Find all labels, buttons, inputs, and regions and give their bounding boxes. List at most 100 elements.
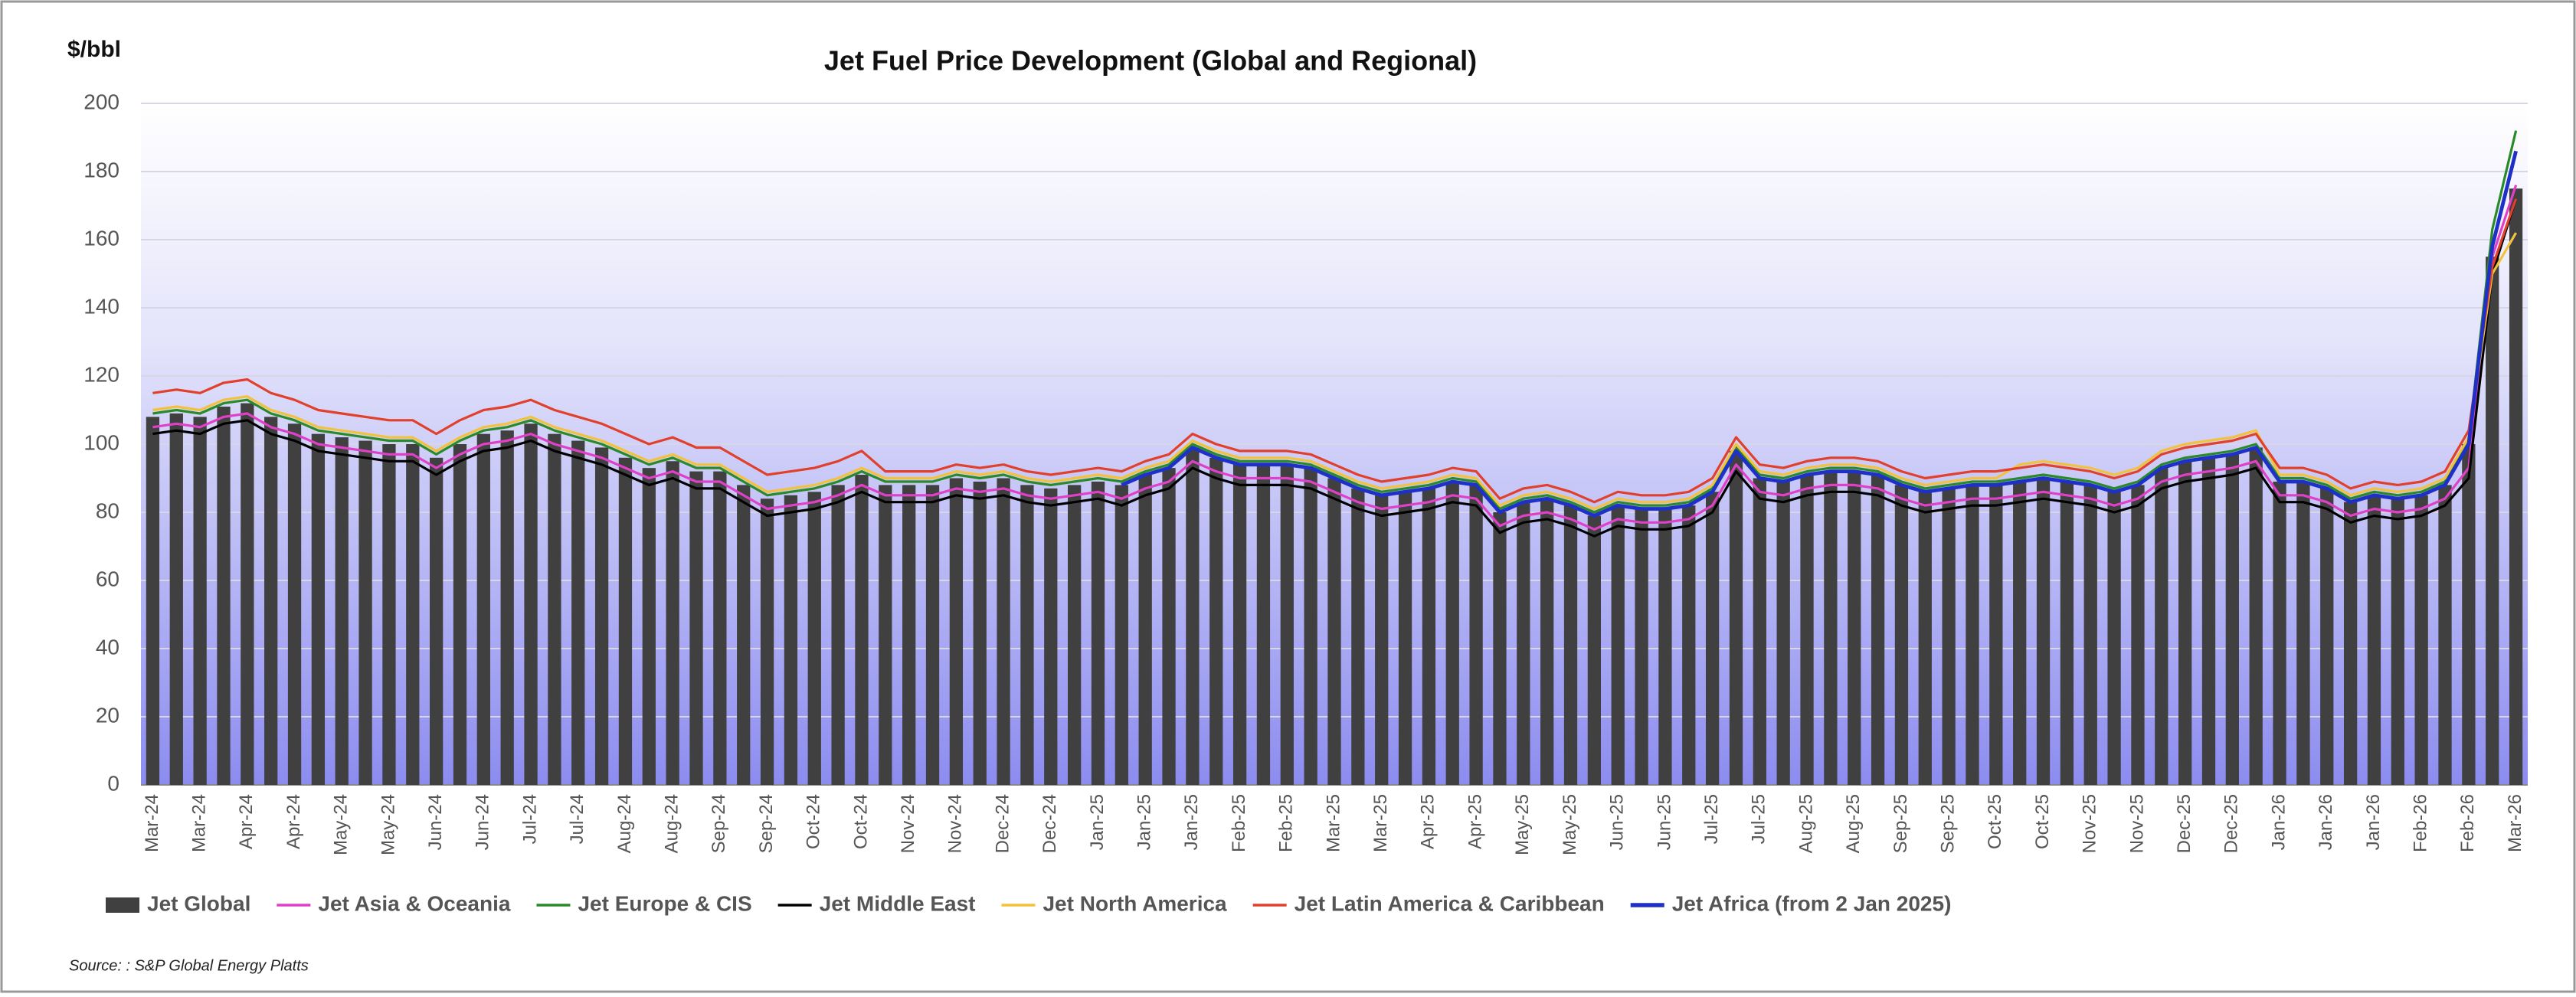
bar — [689, 471, 703, 785]
x-tick-label: Jan-25 — [1134, 794, 1155, 850]
bar — [406, 444, 420, 785]
x-tick-label: Jun-25 — [1607, 794, 1628, 850]
x-tick-label: Jun-25 — [1654, 794, 1674, 850]
y-tick-label: 20 — [96, 703, 119, 727]
bar — [2249, 447, 2263, 785]
bar — [1824, 471, 1838, 785]
y-tick-label: 60 — [96, 567, 119, 590]
series-line — [152, 232, 2517, 511]
bar — [2060, 481, 2074, 785]
chart-title: Jet Fuel Price Development (Global and R… — [824, 45, 1477, 77]
bar — [146, 417, 160, 785]
y-tick-label: 100 — [83, 430, 119, 454]
legend-item: Jet North America — [1001, 891, 1227, 915]
legend-label: Jet Africa (from 2 Jan 2025) — [1672, 891, 1952, 915]
bar — [1776, 481, 1790, 785]
bar — [1186, 447, 1200, 785]
x-tick-label: Jul-25 — [1749, 794, 1769, 844]
bar — [217, 407, 231, 785]
bar — [335, 437, 349, 785]
bar — [2273, 481, 2286, 785]
bar — [358, 440, 372, 785]
bar — [807, 492, 821, 785]
bar — [760, 498, 774, 785]
bar — [1635, 508, 1648, 785]
series-line — [152, 185, 2518, 531]
bar — [311, 433, 326, 785]
source-note: Source: : S&P Global Energy Platts — [69, 957, 309, 974]
bar — [2296, 481, 2310, 785]
bar — [2083, 485, 2097, 785]
bar — [382, 444, 396, 785]
bar — [902, 485, 916, 785]
bar — [2320, 488, 2334, 785]
x-tick-label: Jul-24 — [567, 794, 588, 844]
x-tick-label: May-25 — [1560, 794, 1580, 855]
bar — [737, 485, 751, 785]
x-tick-label: Dec-25 — [2221, 794, 2242, 853]
bar — [973, 481, 987, 785]
bar — [453, 444, 467, 785]
bar — [1966, 485, 1979, 785]
x-tick-label: Sep-24 — [756, 794, 777, 853]
x-tick-label: Sep-25 — [1890, 794, 1911, 853]
series-line — [152, 198, 2518, 504]
x-tick-label: Aug-24 — [614, 794, 635, 853]
bar — [1469, 485, 1483, 785]
legend-item: Jet Africa (from 2 Jan 2025) — [1630, 891, 1952, 915]
bar — [1729, 450, 1743, 785]
bar — [666, 461, 679, 785]
x-tick-label: Apr-24 — [236, 794, 257, 849]
bar — [949, 478, 964, 785]
bar — [1256, 464, 1271, 785]
x-tick-label: Aug-25 — [1795, 794, 1816, 853]
bar — [1705, 492, 1720, 785]
bar — [1848, 471, 1861, 785]
x-tick-label: Aug-24 — [662, 794, 682, 853]
x-tick-label: Aug-25 — [1843, 794, 1864, 853]
bar — [1989, 485, 2003, 785]
x-tick-label: Nov-24 — [898, 794, 918, 853]
legend-label: Jet North America — [1043, 891, 1227, 915]
bar — [2509, 188, 2523, 785]
x-tick-label: Oct-25 — [2032, 794, 2053, 849]
bar — [1894, 485, 1909, 785]
x-tick-label: Feb-26 — [2457, 794, 2478, 852]
bar — [1398, 492, 1412, 785]
y-tick-label: 120 — [83, 362, 119, 386]
bar — [2414, 495, 2428, 785]
y-tick-label: 200 — [83, 90, 119, 113]
bar — [1658, 508, 1672, 785]
x-tick-label: Jun-24 — [473, 794, 493, 850]
x-tick-label: Jan-26 — [2363, 794, 2384, 850]
bar — [1209, 457, 1223, 785]
x-tick-label: Sep-24 — [709, 794, 729, 853]
y-tick-label: 80 — [96, 498, 119, 522]
bar — [1115, 485, 1128, 785]
bar — [2225, 454, 2239, 785]
bar — [1327, 478, 1341, 785]
bar — [1375, 495, 1389, 785]
bar — [642, 468, 656, 785]
legend-item: Jet Asia & Oceania — [277, 891, 511, 915]
bar — [1020, 485, 1034, 785]
bar — [1942, 488, 1956, 785]
x-tick-label: Jul-25 — [1701, 794, 1722, 844]
bar — [1540, 498, 1554, 785]
bar — [1800, 475, 1814, 785]
bar — [1067, 485, 1082, 785]
x-tick-label: Oct-25 — [1985, 794, 2005, 849]
bar — [594, 447, 609, 785]
bar — [925, 485, 940, 785]
bar — [997, 478, 1010, 785]
x-tick-label: Dec-24 — [1039, 794, 1060, 853]
x-tick-label: Apr-25 — [1465, 794, 1485, 849]
bar — [193, 417, 207, 785]
bar — [784, 495, 798, 785]
x-tick-label: Jun-24 — [425, 794, 446, 850]
x-tick-label: Mar-25 — [1370, 794, 1391, 852]
x-tick-label: Mar-24 — [188, 794, 209, 852]
bar — [169, 413, 183, 785]
bar — [2107, 492, 2121, 785]
bar — [264, 417, 278, 785]
